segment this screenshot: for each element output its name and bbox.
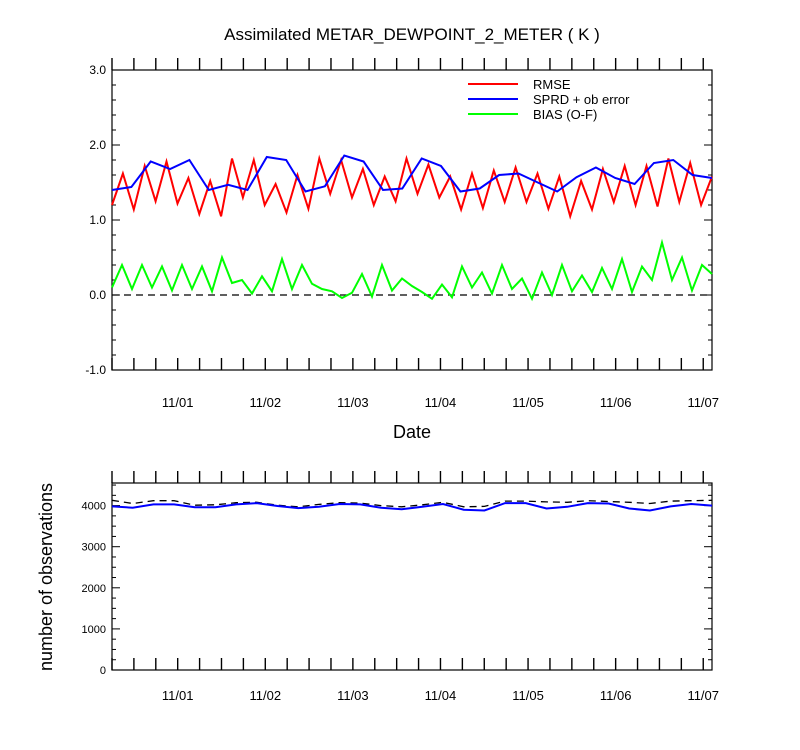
series-line-bias — [111, 238, 713, 302]
legend-label: RMSE — [533, 77, 571, 92]
x-tick-label: 11/01 — [162, 688, 194, 703]
y-tick-label: 1000 — [82, 624, 106, 636]
x-tick-label: 11/03 — [337, 395, 369, 410]
y-tick-label: 2000 — [82, 583, 106, 595]
y-tick-label: 2.0 — [89, 138, 106, 152]
x-tick-label: 11/03 — [337, 688, 369, 703]
y-tick-label: 4000 — [82, 501, 106, 513]
obs-assimilated-line — [111, 502, 713, 512]
y-tick-label: 3.0 — [89, 63, 106, 77]
top-plot-area: 3.0 2.0 1.0 0.0 -1.0 11/01 11/02 11/03 11/04 11/0… — [85, 58, 719, 410]
bottom-plot-area: 4000 3000 2000 1000 0 11/01 11/02 11/03 11/04 11/… — [82, 471, 719, 703]
x-tick-label: 11/05 — [512, 688, 544, 703]
legend-label: SPRD + ob error — [533, 92, 630, 107]
plot-frame — [111, 69, 713, 371]
x-tick-label: 11/07 — [687, 688, 719, 703]
x-tick-label: 11/04 — [425, 395, 457, 410]
x-axis-label: Date — [393, 422, 431, 442]
legend-label: BIAS (O-F) — [533, 107, 597, 122]
observation-count-chart: 4000 3000 2000 1000 0 11/01 11/02 11/03 11/04 11/… — [36, 471, 719, 703]
y-axis-label: number of observations — [36, 483, 56, 671]
chart-title: Assimilated METAR_DEWPOINT_2_METER ( K ) — [224, 25, 600, 44]
x-tick-label: 11/05 — [512, 395, 544, 410]
x-tick-label: 11/02 — [249, 688, 281, 703]
x-tick-label: 11/04 — [425, 688, 457, 703]
y-tick-label: 0 — [100, 665, 106, 677]
y-tick-label: -1.0 — [85, 363, 106, 377]
x-tick-label: 11/01 — [162, 395, 194, 410]
obs-possible-line — [111, 499, 713, 508]
plot-frame — [111, 482, 713, 671]
x-tick-label: 11/06 — [600, 688, 632, 703]
x-tick-label: 11/06 — [600, 395, 632, 410]
x-tick-label: 11/07 — [687, 395, 719, 410]
y-tick-label: 1.0 — [89, 213, 106, 227]
y-tick-label: 0.0 — [89, 288, 106, 302]
y-tick-label: 3000 — [82, 542, 106, 554]
rmse-spread-bias-chart: Assimilated METAR_DEWPOINT_2_METER ( K )… — [85, 25, 719, 442]
series-line-spread — [111, 154, 713, 193]
x-tick-label: 11/02 — [249, 395, 281, 410]
series-line-rmse — [111, 154, 713, 220]
